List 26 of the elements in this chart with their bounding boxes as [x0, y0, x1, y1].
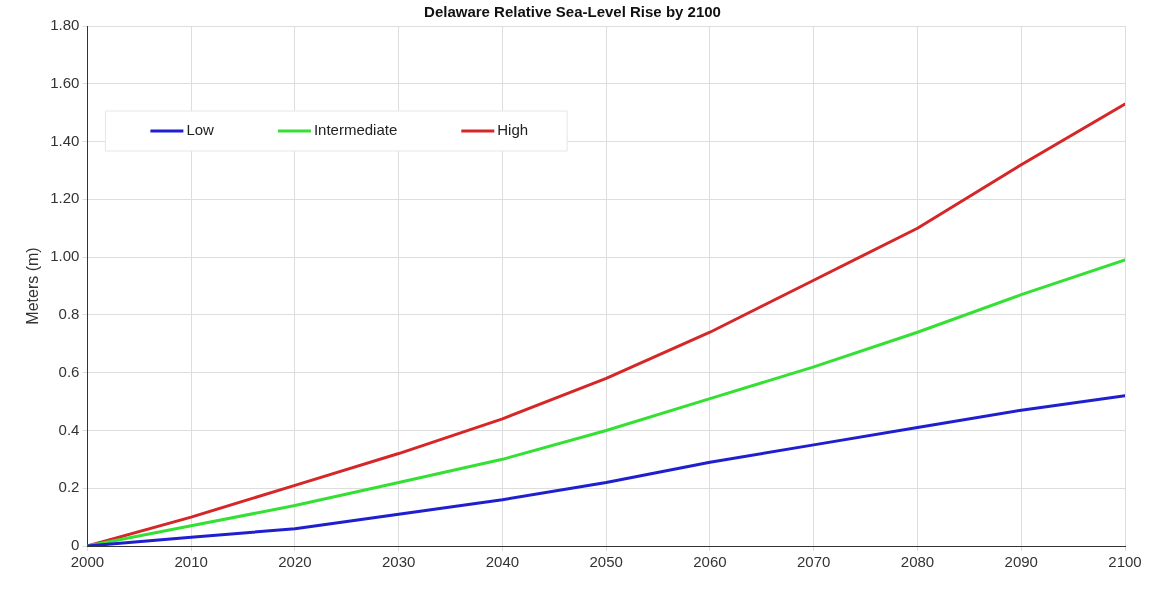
y-tick-label: 0.6 [58, 362, 80, 380]
x-tick-label: 2020 [278, 553, 312, 571]
x-tick-label: 2030 [381, 553, 416, 571]
x-tick-label: 2010 [174, 553, 208, 571]
y-axis-title: Meters (m) [24, 247, 42, 325]
chart-title: Delaware Relative Sea-Level Rise by 2100 [424, 3, 721, 21]
x-tick-label: 2000 [70, 553, 105, 571]
y-tick-label: 1.80 [50, 16, 80, 34]
legend-label: Low [186, 121, 215, 139]
y-tick-label: 1.20 [50, 189, 80, 207]
y-tick-label: 1.00 [50, 247, 80, 265]
y-tick-label: 1.40 [50, 131, 80, 149]
legend-label: High [497, 121, 529, 139]
x-tick-label: 2090 [1004, 553, 1038, 571]
legend-label: Intermediate [313, 121, 398, 139]
x-tick-label: 2070 [797, 553, 831, 571]
x-tick-label: 2080 [900, 553, 935, 571]
x-tick-label: 2050 [589, 553, 623, 571]
y-tick-label: 0 [71, 536, 80, 554]
y-tick-label: 0.4 [58, 420, 80, 438]
y-tick-label: 0.2 [58, 478, 80, 496]
x-tick-label: 2060 [693, 553, 727, 571]
x-tick-label: 2040 [485, 553, 520, 571]
x-tick-label: 2100 [1108, 553, 1142, 571]
y-tick-label: 0.8 [58, 305, 80, 323]
y-tick-label: 1.60 [50, 73, 80, 91]
